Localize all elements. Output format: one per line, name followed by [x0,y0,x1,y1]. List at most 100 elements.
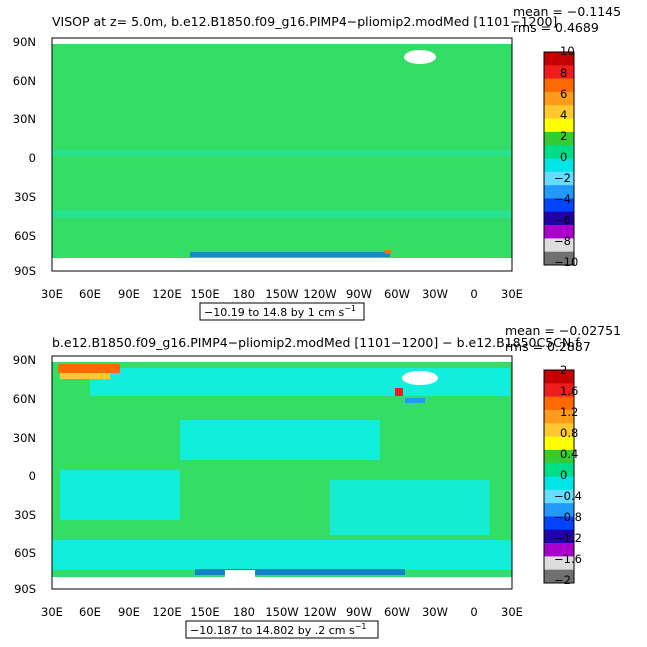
panel-2-colorbar-label: −1.2 [554,531,582,545]
panel-1-ocean [52,44,512,258]
panel-1-lat-label: 90S [14,264,36,278]
panel-1: VISOP at z= 5.0m, b.e12.B1850.f09_g16.PI… [13,4,621,321]
panel-2-range-text: −10.187 to 14.802 by .2 cm s−1 [190,622,367,637]
panel-1-colorbar-label: −4 [554,192,571,206]
panel-2-colorbar-swatch [544,543,574,557]
panel-2-colorbar-swatch [544,463,574,477]
panel-2-colorbar-swatch [544,516,574,531]
panel-1-map [52,38,512,271]
panel-2-lat-label: 0 [29,469,36,483]
panel-2-colorbar-label: 0 [560,468,567,482]
panel-1-colorbar-swatch [544,52,574,66]
panel-1-colorbar-label: 2 [560,129,567,143]
panel-1-colorbar-labels: 10 8 6 4 2 0 −2 −4 −6 −8 −10 [554,44,578,269]
panel-1-colorbar-swatch [544,211,574,226]
panel-2-lon-label: 90W [346,605,372,619]
panel-1-lon-label: 90W [346,287,372,301]
panel-2-arctic-warm [58,364,120,373]
panel-2-lon-label: 120W [303,605,336,619]
panel-1-antarctic-speck [385,250,391,254]
panel-1-colorbar-label: 10 [560,44,575,58]
panel-1-lat-label: 30N [13,112,36,126]
panel-1-colorbar-label: −6 [554,213,571,227]
panel-1-colorbar-swatch [544,91,574,106]
panel-2-lon-label: 120E [152,605,181,619]
panel-2-north-atlantic-spot2 [405,398,425,403]
panel-2-colorbar-swatch [544,503,574,517]
panel-2-colorbar-swatch [544,489,574,504]
panel-1-colorbar-label: 4 [560,108,567,122]
panel-2-antarctic-white [225,570,255,577]
panel-2-colorbar-swatch [544,476,574,491]
panel-1-lon-label: 120E [152,287,181,301]
panel-1-colorbar-swatch [544,158,574,173]
panel-1-rms: rms = 0.4689 [513,20,599,35]
panel-1-southern-band [52,210,512,218]
panel-2-colorbar-swatch [544,396,574,411]
panel-1-range-text: −10.19 to 14.8 by 1 cm s−1 [204,304,356,319]
panel-2-map [52,356,512,589]
panel-2-lon-label: 150E [190,605,219,619]
panel-1-colorbar-label: 0 [560,150,567,164]
panel-2-colorbar-labels: 2 1.6 1.2 0.8 0.4 0 −0.4 −0.8 −1.2 −1.6 … [554,363,582,587]
panel-2-arctic-cyan [90,368,510,396]
panel-2-antarctic-strip [195,569,405,575]
panel-1-lon-label: 180 [233,287,255,301]
panel-2-southern-cyan [52,540,512,570]
panel-2-colorbar-swatch [544,409,574,424]
panel-2-colorbar-label: 1.6 [560,384,578,398]
panel-1-colorbar-swatch [544,65,574,79]
panel-2-colorbar-swatch [544,370,574,384]
panel-1-colorbar-swatch [544,171,574,186]
panel-2-lat-label: 60S [14,546,36,560]
panel-1-colorbar-swatch [544,131,574,146]
panel-2-mean: mean = −0.02751 [505,323,621,338]
panel-2-colorbar-swatch [544,383,574,397]
panel-1-lon-label: 120W [303,287,336,301]
panel-2-rms: rms = 0.2887 [505,339,591,354]
panel-1-colorbar-swatch [544,145,574,159]
panel-2-colorbar-label: 2 [560,363,567,377]
panel-2-lat-label: 60N [13,392,36,406]
panel-2-colorbar-swatch [544,436,574,451]
panel-1-colorbar-swatch [544,225,574,239]
panel-2-greenland [402,371,438,385]
panel-1-lon-label: 30W [422,287,448,301]
panel-1-lon-label: 90E [118,287,140,301]
panel-1-lon-label: 60W [384,287,410,301]
panel-1-lon-label: 150E [190,287,219,301]
panel-2-lon-label: 180 [233,605,255,619]
panel-1-lon-label: 60E [79,287,101,301]
panel-1-lon-label: 0 [470,287,477,301]
panel-2-colorbar-swatch [544,529,574,544]
panel-1-colorbar-swatch [544,78,574,93]
panel-1-colorbar-label: −10 [554,255,578,269]
panel-1-lon-label: 150W [265,287,298,301]
panel-2-colorbar-label: 0.4 [560,447,578,461]
panel-2-colorbar [543,369,575,584]
panel-2-colorbar-label: −0.8 [554,510,582,524]
panel-1-colorbar-label: 6 [560,87,567,101]
panel-2-colorbar-label: −2 [554,573,571,587]
panel-2-colorbar-label: −1.6 [554,552,582,566]
panel-1-lat-label: 60S [14,229,36,243]
panel-2-lat-label: 90S [14,582,36,596]
panel-1-colorbar-swatch [544,185,574,199]
panel-2-colorbar-swatch [544,569,574,584]
panel-1-colorbar-label: −2 [554,171,571,185]
panel-2-range-box: −10.187 to 14.802 by .2 cm s−1 [185,620,379,639]
panel-2-lat-label: 30S [14,508,36,522]
panel-1-greenland [404,50,436,64]
panel-1-frame [51,37,513,272]
panel-2-lon-axis: 30E 60E 90E 120E 150E 180 150W 120W 90W … [41,605,523,619]
panel-1-colorbar-frame [543,51,575,266]
panel-1-mean: mean = −0.1145 [513,4,621,19]
panel-2-colorbar-label: 1.2 [560,405,578,419]
panel-1-colorbar-swatch [544,251,574,266]
panel-1-antarctic-strip [190,252,390,257]
panel-2-lon-label: 60W [384,605,410,619]
panel-2-colorbar-swatch [544,423,574,437]
panel-1-lat-label: 30S [14,190,36,204]
panel-2-north-atlantic-spot [395,388,403,396]
panel-1-tropical-band [52,150,512,156]
